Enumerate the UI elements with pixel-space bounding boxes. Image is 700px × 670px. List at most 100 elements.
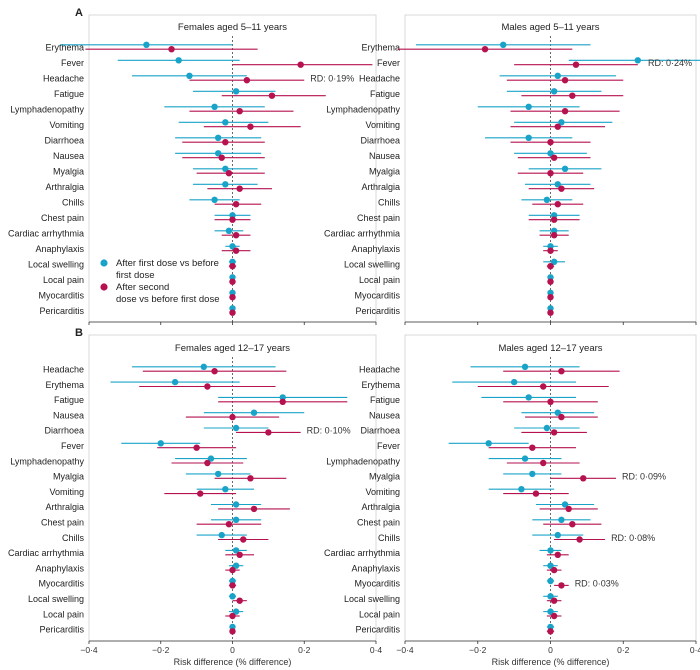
second-dose-point [193,444,200,451]
second-dose-point [540,459,547,467]
second-dose-point [232,201,240,208]
second-dose-point [532,490,540,497]
x-tick-label: −0·2 [469,645,487,655]
first-dose-point [561,501,569,508]
first-dose-point [550,258,558,265]
category-label: Lymphadenopathy [326,456,400,466]
second-dose-point [547,247,554,254]
first-dose-point [229,305,236,312]
category-label: Erythema [361,43,400,53]
category-label: Diarrhoea [44,426,84,436]
x-tick-label: −0·4 [80,645,98,655]
category-label: Chills [378,198,401,208]
category-label: Pericarditis [355,625,400,635]
first-dose-point [214,150,222,157]
second-dose-point [218,154,225,161]
first-dose-point [547,547,554,554]
panel-title: Males aged 12–17 years [498,343,602,354]
category-label: Arthralgia [45,502,84,512]
category-label: Local swelling [344,260,400,270]
category-label: Pericarditis [355,306,400,316]
first-dose-point [547,150,554,157]
second-dose-point [550,597,558,604]
first-dose-point [229,258,236,265]
category-label: Lymphadenopathy [10,456,84,466]
first-dose-point [485,440,492,447]
second-dose-point [229,582,236,589]
category-label: Erythema [361,380,400,390]
second-dose-point [529,444,536,451]
second-dose-point [197,490,204,497]
second-dose-point [547,398,554,405]
first-dose-point [547,243,554,250]
first-dose-point [634,57,641,64]
category-label: Myocarditis [38,579,84,589]
second-dose-point [481,46,489,53]
category-label: Cardiac arrhythmia [324,229,400,239]
category-label: Fever [377,58,400,68]
category-label: Chills [62,533,85,543]
panels-layer: A Females aged 5–11 years Erythema Fever Hea… [8,7,700,667]
second-dose-point [550,429,558,436]
first-dose-point [222,119,229,126]
panel-4: Males aged 12–17 years −0·4 −0·2 0 0·2 0·4 Ris… [324,334,700,667]
category-label: Cardiac arrhythmia [8,548,84,558]
category-label: Diarrhoea [44,136,84,146]
x-tick-label: 0·2 [298,645,311,655]
second-dose-point [558,413,565,421]
category-label: Fever [377,441,400,451]
second-dose-point [554,201,561,208]
first-dose-point [550,212,558,219]
x-tick-label: 0·4 [690,645,700,655]
second-dose-point [550,232,558,239]
first-dose-point [547,577,554,585]
legend: After first dose vs before first dose Af… [100,258,220,305]
first-dose-point [232,88,240,95]
category-label: Local pain [43,275,84,285]
category-label: Pericarditis [39,625,84,635]
second-dose-point [229,628,236,635]
category-label: Headache [359,365,400,375]
panel-2: Males aged 5–11 years Erythema Fever Headac… [324,14,700,325]
second-dose-point [576,536,583,543]
first-dose-point [558,119,565,126]
second-dose-point [229,263,236,270]
first-dose-point [229,243,236,250]
x-tick-label: 0 [548,645,553,655]
second-dose-point [554,123,561,130]
category-label: Nausea [369,410,400,420]
first-dose-point [214,470,222,478]
first-dose-point [521,363,529,370]
second-dose-point [547,278,554,285]
category-label: Chest pain [41,213,84,223]
second-dose-point [265,429,272,436]
second-dose-point [550,612,558,620]
category-label: Vomiting [365,120,400,130]
second-dose-point [168,46,175,53]
first-dose-point [222,165,229,172]
second-dose-point [229,278,236,285]
category-label: Diarrhoea [360,426,400,436]
category-label: Fatigue [370,89,400,99]
first-dose-point [547,623,554,631]
first-dose-point [543,196,551,203]
category-label: Lymphadenopathy [326,105,400,115]
rd-annotation: RD: 0·03% [575,579,619,589]
x-tick-label: −0·4 [396,645,414,655]
category-label: Chest pain [357,518,400,528]
category-label: Anaphylaxis [351,563,400,573]
second-dose-point [250,505,258,513]
first-dose-point [554,409,561,416]
second-dose-point [569,92,576,99]
first-dose-point [232,501,240,508]
second-dose-point [204,383,211,390]
category-label: Local swelling [28,260,84,270]
first-dose-point [232,424,240,432]
first-dose-point [229,274,236,281]
first-dose-point [547,274,554,281]
category-label: Fatigue [54,395,84,405]
first-dose-point [525,394,532,401]
second-dose-point [569,521,576,528]
category-label: Myalgia [369,472,400,482]
first-dose-point [232,608,240,615]
